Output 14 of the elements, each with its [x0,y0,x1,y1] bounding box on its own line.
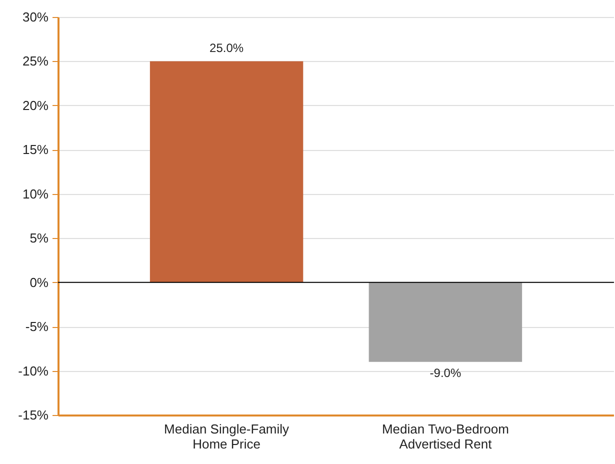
y-tick-label: 15% [22,142,49,158]
x-tick-label: Median Two-Bedroom Advertised Rent [382,422,509,452]
y-tick-label: -10% [18,363,49,378]
y-tick-label: 30% [22,10,49,24]
x-tick-label: Median Single-Family Home Price [164,422,290,452]
data-label: 25.0% [210,41,244,56]
y-tick-label: 25% [22,54,49,69]
y-tick-label: -5% [25,319,49,334]
data-label: -9.0% [430,366,462,380]
y-tick-label: -15% [18,408,49,422]
y-tick-label: 20% [22,98,49,113]
y-tick-label: 10% [22,186,49,202]
y-tick-label: 0% [30,274,49,290]
y-tick-label: 5% [30,230,49,246]
